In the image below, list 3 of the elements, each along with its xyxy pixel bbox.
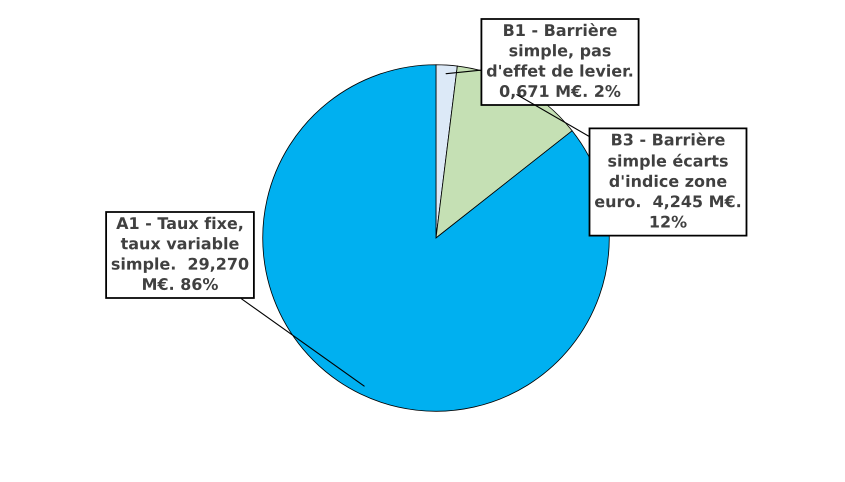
slice-label: B1 - Barrière simple, pas d'effet de levier. 0,671 M€. 2%	[486, 23, 632, 100]
slice-label: A1 - Taux fixe, taux variable simple. 29,270 M€. 86%	[112, 216, 248, 290]
slice-label: B3 - Barrière simple écarts d'indice zone euro. 4,245 M€. 12%	[594, 132, 740, 228]
